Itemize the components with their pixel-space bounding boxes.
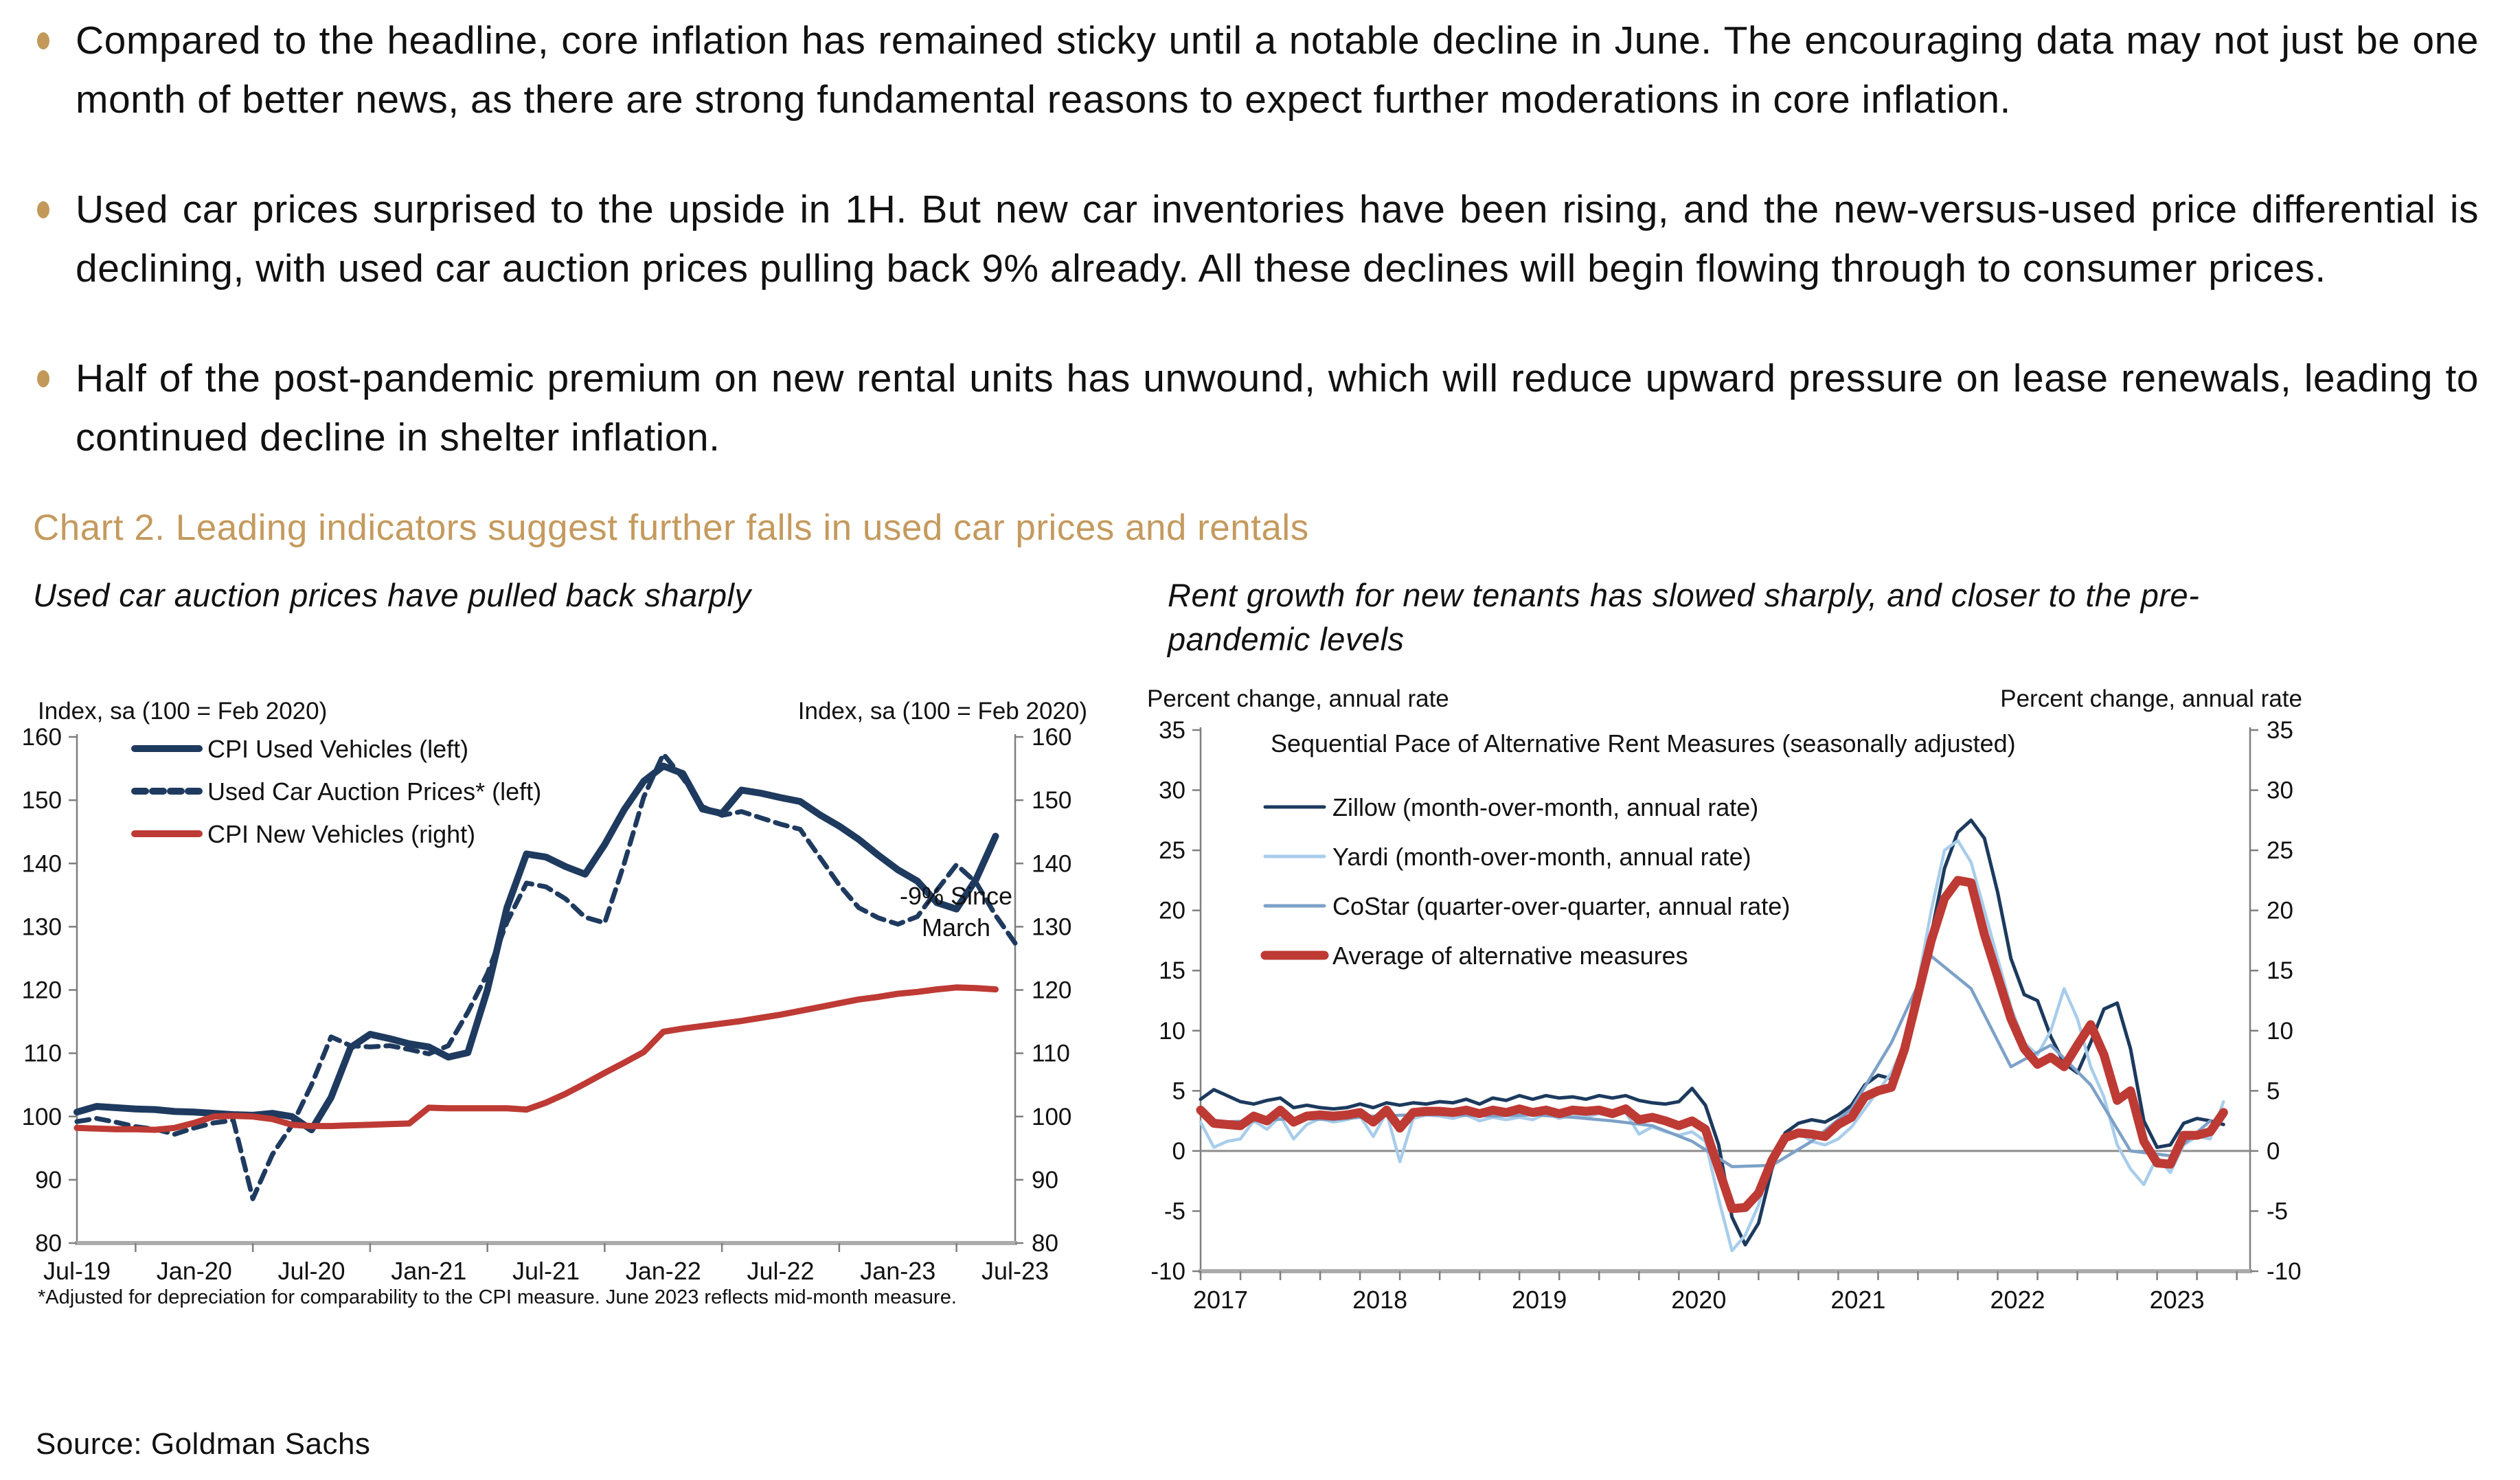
y-tick-label-right: 80 <box>1032 1230 1058 1257</box>
y-tick-label-right: 120 <box>1032 977 1071 1004</box>
x-tick-label: 2020 <box>1671 1286 1726 1314</box>
inner-chart-title: Sequential Pace of Alternative Rent Meas… <box>1271 729 2016 758</box>
y-tick-label-left: 90 <box>35 1167 62 1194</box>
bullet-dot-icon <box>37 32 49 49</box>
bullet-text: Used car prices surprised to the upside … <box>76 187 2479 291</box>
legend-label: Yardi (month-over-month, annual rate) <box>1332 843 1751 871</box>
y-tick-label-right: -5 <box>2267 1198 2288 1225</box>
bullet-text: Half of the post-pandemic premium on new… <box>76 356 2479 459</box>
bullet-dot-icon <box>37 201 49 218</box>
y-tick-label-right: 100 <box>1032 1104 1071 1130</box>
x-tick-label: Jul-21 <box>512 1257 580 1285</box>
y-tick-label-right: 140 <box>1032 850 1071 877</box>
series-3 <box>1196 876 2228 1214</box>
x-tick-label: Jul-20 <box>277 1257 345 1285</box>
series-1 <box>74 751 1018 1201</box>
x-tick-label: Jan-20 <box>157 1257 232 1285</box>
left-axis-title: Index, sa (100 = Feb 2020) <box>38 698 327 725</box>
charts-row: Index, sa (100 = Feb 2020) Index, sa (100… <box>0 683 2520 1319</box>
right-axis-title: Index, sa (100 = Feb 2020) <box>798 698 1087 725</box>
y-tick-label-left: 25 <box>1159 837 1185 864</box>
y-tick-label-left: 100 <box>22 1104 62 1130</box>
legend-label: Average of alternative measures <box>1332 942 1688 970</box>
right-axis-title: Percent change, annual rate <box>2000 685 2302 712</box>
y-tick-label-right: 90 <box>1032 1167 1058 1194</box>
x-tick-label: Jul-23 <box>981 1257 1049 1285</box>
series-0 <box>1199 818 2225 1246</box>
x-tick-label: Jan-22 <box>626 1257 701 1285</box>
series-1 <box>1199 839 2225 1253</box>
bullet-item: Used car prices surprised to the upside … <box>33 180 2479 298</box>
y-tick-label-right: 5 <box>2267 1078 2280 1104</box>
x-tick-label: 2022 <box>1990 1286 2045 1314</box>
y-tick-label-left: 120 <box>22 977 62 1004</box>
y-tick-label-right: 130 <box>1032 913 1071 940</box>
y-tick-label-right: 15 <box>2267 957 2293 984</box>
x-tick-label: 2017 <box>1193 1286 1248 1314</box>
used-car-chart: Index, sa (100 = Feb 2020) Index, sa (100… <box>22 698 1087 1308</box>
series-2 <box>73 984 999 1133</box>
y-tick-label-left: 10 <box>1159 1018 1185 1045</box>
right-chart-subtitle: Rent growth for new tenants has slowed s… <box>1168 577 2200 657</box>
y-tick-label-left: 150 <box>22 787 62 814</box>
annotation-text: -9% Since <box>900 882 1012 910</box>
x-tick-label: 2021 <box>1830 1286 1885 1314</box>
left-chart-subtitle: Used car auction prices have pulled back… <box>33 577 751 613</box>
y-tick-label-right: 25 <box>2267 837 2293 864</box>
legend-label: CPI Used Vehicles (left) <box>207 735 468 763</box>
x-tick-label: 2019 <box>1512 1286 1567 1314</box>
y-tick-label-right: 110 <box>1032 1040 1070 1067</box>
bullet-item: Half of the post-pandemic premium on new… <box>33 349 2479 467</box>
x-tick-label: Jan-21 <box>391 1257 466 1285</box>
legend-label: Used Car Auction Prices* (left) <box>207 777 541 806</box>
bullet-item: Compared to the headline, core inflation… <box>33 11 2479 129</box>
y-tick-label-left: 35 <box>1159 717 1185 744</box>
x-tick-label: Jul-19 <box>43 1257 111 1285</box>
y-tick-label-right: 20 <box>2267 898 2293 924</box>
axes <box>1192 727 2258 1280</box>
y-tick-label-right: 150 <box>1032 787 1071 814</box>
y-tick-label-left: 5 <box>1172 1078 1185 1104</box>
y-tick-label-right: -10 <box>2267 1258 2302 1285</box>
rent-chart: Percent change, annual rate Percent chang… <box>1147 685 2302 1314</box>
legend-label: CPI New Vehicles (right) <box>207 820 475 848</box>
bullet-text: Compared to the headline, core inflation… <box>76 19 2479 122</box>
y-tick-label-left: 140 <box>22 850 62 877</box>
y-tick-label-left: 160 <box>22 724 62 751</box>
y-tick-label-left: 130 <box>22 913 62 940</box>
x-tick-label: 2023 <box>2150 1286 2205 1314</box>
bullet-list: Compared to the headline, core inflation… <box>0 0 2520 467</box>
legend-label: CoStar (quarter-over-quarter, annual rat… <box>1332 892 1790 920</box>
x-tick-label: Jan-23 <box>860 1257 935 1285</box>
y-tick-label-right: 160 <box>1032 724 1071 751</box>
y-tick-label-left: 80 <box>35 1230 62 1257</box>
y-tick-label-right: 35 <box>2267 717 2293 744</box>
chart-subtitles: Used car auction prices have pulled back… <box>0 573 2520 683</box>
left-axis-title: Percent change, annual rate <box>1147 685 1449 712</box>
y-tick-label-left: 110 <box>23 1040 62 1067</box>
chart-section-heading: Chart 2. Leading indicators suggest furt… <box>33 508 1309 548</box>
chart-footnote: *Adjusted for depreciation for comparabi… <box>38 1286 957 1308</box>
y-tick-label-left: -10 <box>1150 1258 1185 1285</box>
x-tick-label: 2018 <box>1352 1286 1407 1314</box>
annotation-text: March <box>922 913 990 942</box>
y-tick-label-left: 15 <box>1159 957 1185 984</box>
x-tick-label: Jul-22 <box>747 1257 814 1285</box>
y-tick-label-left: 30 <box>1159 777 1185 804</box>
legend-label: Zillow (month-over-month, annual rate) <box>1332 793 1758 821</box>
y-tick-label-right: 10 <box>2267 1018 2293 1045</box>
source-note: Source: Goldman Sachs <box>36 1427 371 1461</box>
y-tick-label-left: 20 <box>1159 898 1185 924</box>
y-tick-label-right: 30 <box>2267 777 2293 804</box>
axes <box>69 734 1023 1252</box>
y-tick-label-left: 0 <box>1172 1138 1185 1165</box>
y-tick-label-right: 0 <box>2267 1138 2280 1165</box>
bullet-dot-icon <box>37 370 49 387</box>
y-tick-label-left: -5 <box>1164 1198 1185 1225</box>
